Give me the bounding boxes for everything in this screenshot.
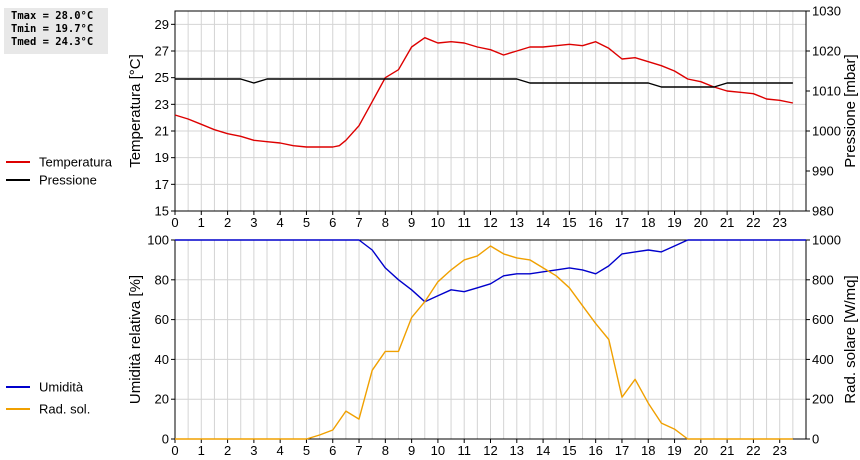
chart-panel-1: 0 1 2 3 4 5 6 7 8 9 10 11 12 13 14 15 16 17 18 19 20 21 22 2315… (6, 4, 859, 230)
x-tick-label: 6 (329, 443, 336, 458)
x-tick-label: 11 (457, 215, 471, 230)
series-line-pressione (175, 78, 793, 88)
x-tick-label: 21 (720, 443, 734, 458)
x-tick-label: 4 (277, 443, 284, 458)
x-tick-label: 20 (694, 215, 708, 230)
y2-tick-label: 1030 (812, 4, 841, 19)
y-tick-label: 15 (155, 204, 169, 219)
y2-tick-label: 990 (812, 164, 834, 179)
tmin-label: Tmin = 19.7°C (11, 23, 94, 35)
tmax-label: Tmax = 28.0°C (11, 10, 94, 22)
y-tick-label: 60 (155, 312, 169, 327)
x-tick-label: 22 (746, 443, 760, 458)
x-tick-label: 0 (171, 443, 178, 458)
legend-label-umidit: Umidità (39, 380, 84, 395)
x-tick-label: 13 (510, 443, 524, 458)
x-tick-label: 8 (382, 215, 389, 230)
y-tick-label: 29 (155, 17, 169, 32)
y2-tick-label: 1020 (812, 44, 841, 59)
y-tick-label: 23 (155, 97, 169, 112)
y-tick-label: 20 (155, 392, 169, 407)
x-tick-label: 0 (171, 215, 178, 230)
x-tick-label: 16 (588, 443, 602, 458)
y2-tick-label: 0 (812, 432, 819, 447)
series-line-umidit (175, 239, 806, 303)
x-tick-label: 14 (536, 215, 550, 230)
x-tick-label: 20 (694, 443, 708, 458)
y-tick-label: 0 (162, 432, 169, 447)
y-tick-label: 27 (155, 44, 169, 59)
x-tick-label: 10 (431, 443, 445, 458)
legend-label-temperatura: Temperatura (39, 155, 113, 170)
y-tick-label: 17 (155, 177, 169, 192)
y2-tick-label: 400 (812, 352, 834, 367)
y-tick-label: 21 (155, 124, 169, 139)
x-tick-label: 23 (772, 443, 786, 458)
legend-label-pressione: Pressione (39, 173, 97, 188)
x-tick-label: 2 (224, 215, 231, 230)
x-tick-label: 6 (329, 215, 336, 230)
x-tick-label: 16 (588, 215, 602, 230)
y-axis-label: Umidità relativa [%] (127, 275, 144, 404)
x-tick-label: 4 (277, 215, 284, 230)
x-tick-label: 12 (483, 215, 497, 230)
x-tick-label: 23 (772, 215, 786, 230)
x-tick-label: 1 (198, 215, 205, 230)
y-tick-label: 80 (155, 272, 169, 287)
y2-tick-label: 200 (812, 392, 834, 407)
y2-tick-label: 600 (812, 312, 834, 327)
y2-axis-label: Rad. solare [W/mq] (842, 275, 859, 403)
series-line-rad-sol (175, 245, 793, 440)
x-tick-label: 3 (250, 443, 257, 458)
series-line-temperatura (174, 37, 794, 148)
y2-tick-label: 1000 (812, 124, 841, 139)
x-tick-label: 18 (641, 443, 655, 458)
y-axis-label: Temperatura [°C] (127, 54, 144, 168)
x-tick-label: 19 (667, 215, 681, 230)
y-tick-label: 19 (155, 150, 169, 165)
x-tick-label: 15 (562, 443, 576, 458)
x-tick-label: 5 (303, 443, 310, 458)
x-tick-label: 3 (250, 215, 257, 230)
legend-label-rad-sol: Rad. sol. (39, 402, 90, 417)
y2-axis-label: Pressione [mbar] (842, 54, 859, 167)
x-tick-label: 13 (510, 215, 524, 230)
x-tick-label: 17 (615, 443, 629, 458)
x-tick-label: 10 (431, 215, 445, 230)
x-tick-label: 1 (198, 443, 205, 458)
x-tick-label: 19 (667, 443, 681, 458)
x-tick-label: 14 (536, 443, 550, 458)
y2-tick-label: 800 (812, 272, 834, 287)
x-tick-label: 7 (355, 443, 362, 458)
x-tick-label: 8 (382, 443, 389, 458)
x-tick-label: 22 (746, 215, 760, 230)
y-tick-label: 100 (147, 233, 169, 248)
x-tick-label: 18 (641, 215, 655, 230)
x-tick-label: 7 (355, 215, 362, 230)
x-tick-label: 9 (408, 215, 415, 230)
y-tick-label: 40 (155, 352, 169, 367)
tmed-label: Tmed = 24.3°C (11, 36, 94, 48)
x-tick-label: 21 (720, 215, 734, 230)
x-tick-label: 5 (303, 215, 310, 230)
x-tick-label: 11 (457, 443, 471, 458)
y2-tick-label: 1010 (812, 84, 841, 99)
stats-box: Tmax = 28.0°C Tmin = 19.7°C Tmed = 24.3°… (4, 8, 108, 54)
x-tick-label: 12 (483, 443, 497, 458)
y-tick-label: 25 (155, 70, 169, 85)
x-tick-label: 17 (615, 215, 629, 230)
x-tick-label: 15 (562, 215, 576, 230)
chart-panel-2: 0 1 2 3 4 5 6 7 8 9 10 11 12 13 14 15 16 17 18 19 20 21 22 2302… (6, 233, 859, 458)
x-tick-label: 2 (224, 443, 231, 458)
y2-tick-label: 1000 (812, 233, 841, 248)
y2-tick-label: 980 (812, 204, 834, 219)
x-tick-label: 9 (408, 443, 415, 458)
